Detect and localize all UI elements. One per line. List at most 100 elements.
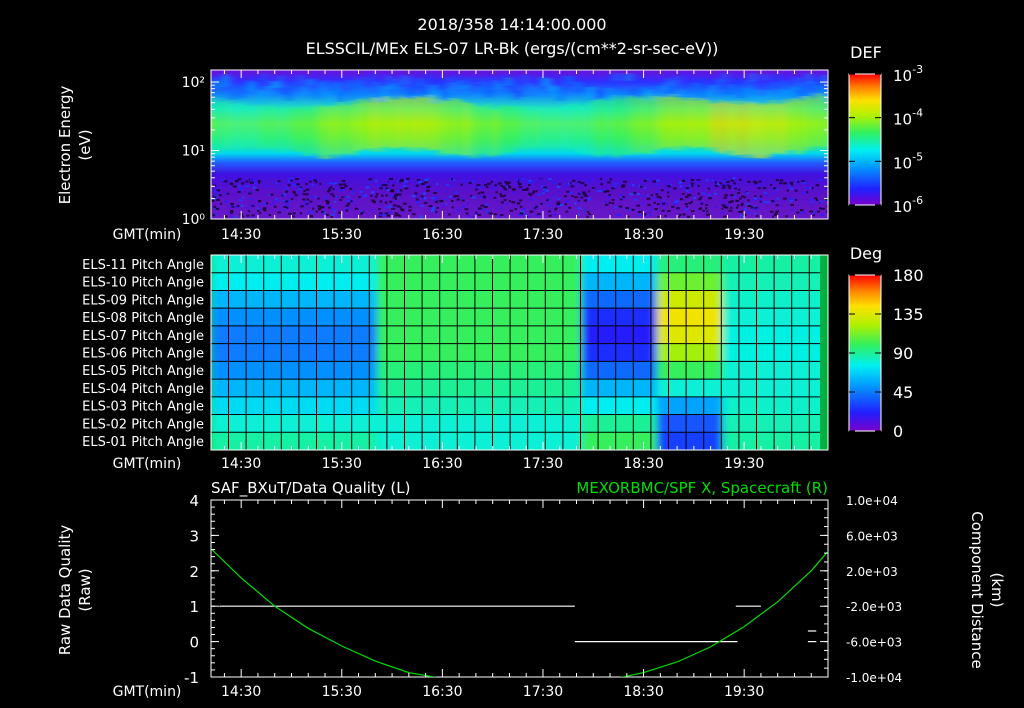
spectrogram-speckle-dot <box>808 183 812 186</box>
spectrogram-speckle-dot <box>228 215 232 218</box>
spectrogram-streak <box>371 97 375 152</box>
spectrogram-speckle-dot <box>433 191 437 194</box>
spectrogram-speckle-dot <box>811 201 815 204</box>
spectrogram-speckle-dot <box>717 183 720 186</box>
spectrogram-speckle-dot <box>595 188 599 191</box>
spectrogram-streak <box>599 90 603 99</box>
spectrogram-speckle-dot <box>735 199 740 202</box>
spectrogram-speckle-dot <box>288 180 291 183</box>
spectrogram-streak <box>611 97 615 157</box>
spectrogram-speckle-dot <box>614 206 618 209</box>
spectrogram-speckle-dot <box>265 185 269 188</box>
spectrogram-speckle-dot <box>543 186 547 189</box>
spectrogram-speckle-dot <box>707 193 711 196</box>
spectrogram-streak <box>535 86 539 98</box>
spectrogram-speckle-dot <box>304 200 307 203</box>
spectrogram-speckle-dot <box>699 196 703 199</box>
pitch-angle-cell <box>722 396 828 416</box>
pitch-angle-cell <box>722 379 828 398</box>
spectrogram-speckle-dot <box>423 197 427 200</box>
spectrogram-speckle-dot <box>431 206 435 209</box>
spectrogram-speckle-dot <box>549 204 553 207</box>
spectrogram-speckle-dot <box>416 201 420 204</box>
spectrogram-ylabel-group: Electron Energy (eV) <box>56 85 94 204</box>
spectrogram-speckle-dot <box>335 195 339 198</box>
spectrogram-speckle-dot <box>277 180 281 183</box>
spectrogram-speckle-dot <box>328 206 331 209</box>
spectrogram-speckle-dot <box>697 192 700 195</box>
spectrogram-speckle-dot <box>321 206 325 209</box>
spectrogram-speckle-dot <box>591 186 595 189</box>
spectrogram-streak <box>787 89 791 98</box>
pitch-angle-cell <box>656 308 723 327</box>
spectrogram-speckle-dot <box>282 193 287 196</box>
spectrogram-streak <box>443 89 447 101</box>
spectrogram-streak <box>503 74 507 85</box>
spectrogram-streak <box>791 97 795 150</box>
spectrogram-streak <box>683 100 687 146</box>
spectrogram-speckle-dot <box>381 184 385 187</box>
spectrogram-speckle-dot <box>803 191 806 194</box>
spectrogram-speckle-dot <box>332 195 335 198</box>
spectrogram-speckle-dot <box>816 198 819 201</box>
spectrogram-speckle-dot <box>819 207 822 210</box>
spectrogram-speckle-dot <box>520 213 523 216</box>
time-tick-label: 14:30 <box>221 227 261 243</box>
spectrogram-speckle-dot <box>763 191 767 194</box>
spectrogram-speckle-dot <box>315 210 318 213</box>
spectrogram-streak <box>699 77 703 89</box>
spectrogram-speckle-dot <box>631 184 635 187</box>
deg-tick-label: 180 <box>893 266 924 285</box>
spectrogram-speckle-dot <box>811 187 814 190</box>
spectrogram-streak <box>711 85 715 92</box>
spectrogram-speckle-dot <box>779 182 783 185</box>
pitch-angle-cell <box>722 343 828 362</box>
spectrogram-streak <box>419 96 423 148</box>
pitch-angle-cell <box>211 361 377 380</box>
spectrogram-speckle-dot <box>688 190 692 193</box>
pitch-angle-cell <box>581 255 657 274</box>
spectrogram-speckle-dot <box>474 188 478 191</box>
time-tick-label: 15:30 <box>322 456 362 472</box>
spectrogram-speckle-dot <box>216 187 220 190</box>
spectrogram-speckle-dot <box>399 189 403 192</box>
spectrogram-speckle-dot <box>557 190 561 193</box>
spectrogram-speckle-dot <box>326 202 330 205</box>
spectrogram-speckle-dot <box>556 185 561 188</box>
spectrogram-speckle-dot <box>488 212 493 215</box>
spectrogram-speckle-dot <box>500 195 504 198</box>
spectrogram-speckle-dot <box>681 192 685 195</box>
spectrogram-streak <box>251 81 255 92</box>
spectrogram-speckle-dot <box>537 193 541 196</box>
spectrogram-speckle-dot <box>464 208 469 211</box>
spectrogram-streak <box>555 107 559 147</box>
spectrogram-speckle-dot <box>392 206 397 209</box>
spectrogram-streak <box>279 75 283 88</box>
spectrogram-speckle-dot <box>803 211 807 214</box>
spectrogram-speckle-dot <box>385 194 388 197</box>
spectrogram-streak <box>587 87 591 99</box>
spectrogram-speckle-dot <box>277 186 281 189</box>
spectrogram-streak <box>435 90 439 104</box>
spectrogram-streak <box>715 79 719 90</box>
spectrogram-speckle-dot <box>503 194 506 197</box>
spectrogram-speckle-dot <box>754 195 757 198</box>
spectrogram-speckle-dot <box>765 201 770 204</box>
spectrogram-speckle-dot <box>495 191 498 194</box>
spectrogram-streak <box>271 104 275 148</box>
spectrogram-streak <box>599 97 603 157</box>
spectrogram-speckle-dot <box>393 204 397 207</box>
spectrogram-speckle-dot <box>436 206 439 209</box>
spectrogram-speckle-dot <box>685 187 689 190</box>
pitch-angle-cell <box>656 272 723 291</box>
spectrogram-speckle-dot <box>684 208 688 211</box>
spectrogram-speckle-dot <box>747 204 752 207</box>
spectrogram-speckle-dot <box>381 194 384 197</box>
spectrogram-speckle-dot <box>554 208 557 211</box>
spectrogram-speckle-dot <box>745 182 749 185</box>
spectrogram-speckle-dot <box>647 203 651 206</box>
spectrogram-streak <box>299 74 303 85</box>
spectrogram-speckle-dot <box>252 186 256 189</box>
spectrogram-streak <box>567 75 571 85</box>
spectrogram-streak <box>435 96 439 150</box>
